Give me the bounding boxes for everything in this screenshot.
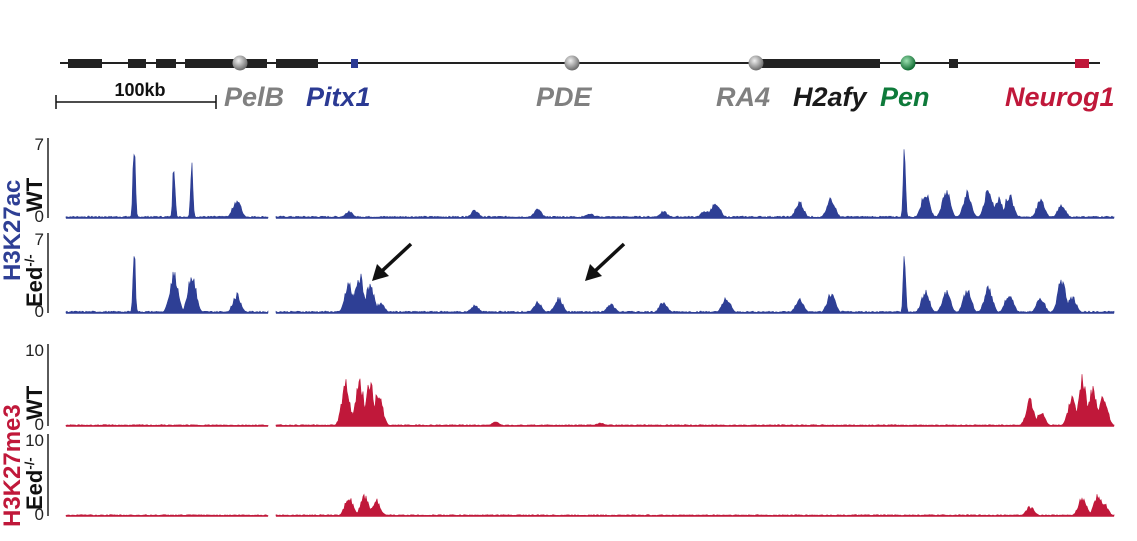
signal-area bbox=[65, 424, 269, 427]
locus-diagram: 100kb PelB Pitx1 PDE RA4 H2afy Pen Neuro… bbox=[55, 55, 1115, 112]
pen-enhancer-marker bbox=[900, 55, 916, 71]
signal-area bbox=[65, 153, 269, 219]
gene-label-pde: PDE bbox=[536, 82, 593, 112]
arrow-annotations bbox=[372, 242, 626, 281]
y-tick-max: 10 bbox=[25, 431, 44, 450]
gene-label-pitx1: Pitx1 bbox=[306, 82, 371, 112]
signal-area bbox=[65, 256, 269, 314]
pitx1-block bbox=[351, 59, 358, 68]
exon-block bbox=[128, 59, 146, 68]
y-tick-min: 0 bbox=[35, 505, 44, 524]
gene-label-neurog1: Neurog1 bbox=[1005, 82, 1115, 112]
h2afy-block bbox=[758, 59, 880, 68]
track-0: 7 0WT bbox=[22, 135, 1115, 226]
y-tick-min: 0 bbox=[35, 415, 44, 434]
condition-label: WT bbox=[22, 385, 47, 420]
arrow-icon bbox=[585, 242, 626, 281]
exon-block bbox=[68, 59, 102, 68]
condition-label: Eed-/- bbox=[22, 254, 47, 307]
ra4-enhancer-marker bbox=[748, 55, 764, 71]
signal-area bbox=[65, 514, 269, 517]
signal-area bbox=[275, 493, 1115, 517]
neurog1-block bbox=[1075, 59, 1089, 68]
gene-label-h2afy: H2afy bbox=[793, 82, 869, 112]
track-2: 10 0WT bbox=[22, 341, 1115, 434]
exon-block bbox=[276, 59, 318, 68]
y-tick-min: 0 bbox=[35, 207, 44, 226]
y-tick-min: 0 bbox=[35, 302, 44, 321]
gene-label-ra4: RA4 bbox=[716, 82, 770, 112]
pelb-enhancer-marker bbox=[232, 55, 248, 71]
y-tick-max: 7 bbox=[35, 135, 44, 154]
exon-block bbox=[949, 59, 958, 68]
group-label-h3k27ac: H3K27ac bbox=[0, 180, 26, 281]
gene-label-pen: Pen bbox=[880, 82, 930, 112]
scale-bar-label: 100kb bbox=[114, 80, 165, 100]
signal-area bbox=[275, 149, 1115, 219]
exon-block bbox=[185, 59, 267, 68]
condition-label: Eed-/- bbox=[22, 457, 47, 510]
scale-bar: 100kb bbox=[55, 80, 217, 109]
condition-label: WT bbox=[22, 177, 47, 212]
pde-enhancer-marker bbox=[564, 55, 580, 71]
arrow-icon bbox=[372, 242, 413, 281]
group-label-h3k27me3: H3K27me3 bbox=[0, 404, 26, 527]
gene-label-pelb: PelB bbox=[224, 82, 284, 112]
y-tick-max: 10 bbox=[25, 341, 44, 360]
signal-area bbox=[275, 374, 1115, 427]
exon-block bbox=[156, 59, 176, 68]
y-tick-max: 7 bbox=[35, 230, 44, 249]
signal-area bbox=[275, 256, 1115, 314]
